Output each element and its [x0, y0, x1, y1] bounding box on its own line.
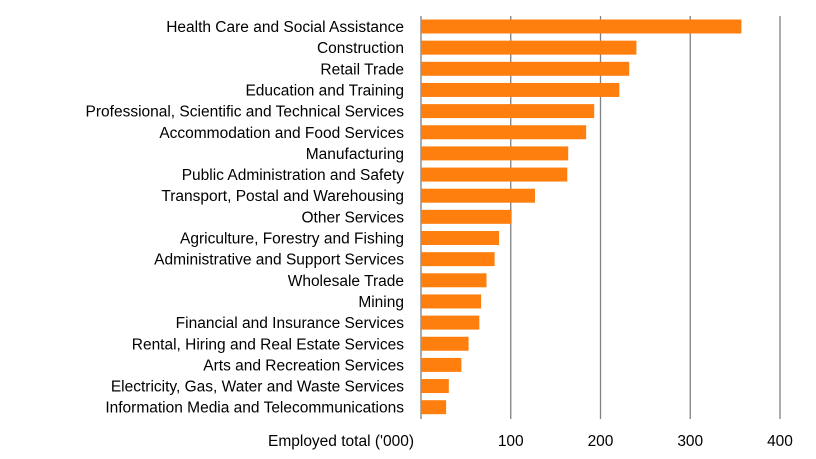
category-label: Transport, Postal and Warehousing — [161, 188, 404, 205]
category-label: Retail Trade — [320, 61, 404, 78]
bar — [421, 61, 630, 76]
x-tick-label: 100 — [498, 433, 524, 450]
category-label: Education and Training — [245, 82, 404, 99]
category-label: Agriculture, Forestry and Fishing — [180, 231, 404, 248]
category-label: Arts and Recreation Services — [203, 357, 404, 374]
bar — [421, 273, 487, 288]
x-tick-label: 200 — [588, 433, 614, 450]
bars — [421, 19, 742, 415]
category-label: Manufacturing — [306, 146, 404, 163]
bar — [421, 252, 495, 267]
bar — [421, 188, 535, 203]
x-tick-labels: 100 200 300 400 — [498, 433, 793, 450]
x-axis-title: Employed total ('000) — [268, 433, 414, 450]
bar — [421, 379, 449, 394]
bar — [421, 294, 482, 309]
category-label: Construction — [317, 40, 404, 57]
bar — [421, 167, 568, 182]
category-label: Professional, Scientific and Technical S… — [86, 104, 405, 121]
bar — [421, 357, 462, 372]
category-label: Public Administration and Safety — [182, 167, 405, 184]
bar — [421, 336, 469, 351]
bar — [421, 400, 447, 415]
bar — [421, 315, 480, 330]
category-label: Wholesale Trade — [288, 273, 404, 290]
category-label: Rental, Hiring and Real Estate Services — [132, 336, 404, 353]
category-label: Accommodation and Food Services — [159, 125, 404, 142]
bar — [421, 40, 637, 55]
x-tick-label: 300 — [677, 433, 703, 450]
category-label: Electricity, Gas, Water and Waste Servic… — [111, 379, 404, 396]
bar — [421, 104, 595, 119]
bar — [421, 231, 500, 245]
category-labels: Health Care and Social Assistance Constru… — [86, 19, 405, 417]
category-label: Administrative and Support Services — [154, 252, 404, 269]
bar — [421, 82, 620, 97]
category-label: Information Media and Telecommunications — [105, 400, 404, 417]
category-label: Mining — [358, 294, 404, 311]
bar — [421, 125, 587, 140]
category-label: Financial and Insurance Services — [176, 315, 405, 332]
bar — [421, 19, 742, 34]
bar — [421, 146, 569, 161]
category-label: Health Care and Social Assistance — [166, 19, 404, 36]
bar — [421, 209, 512, 224]
x-tick-label: 400 — [767, 433, 793, 450]
category-label: Other Services — [301, 209, 404, 226]
